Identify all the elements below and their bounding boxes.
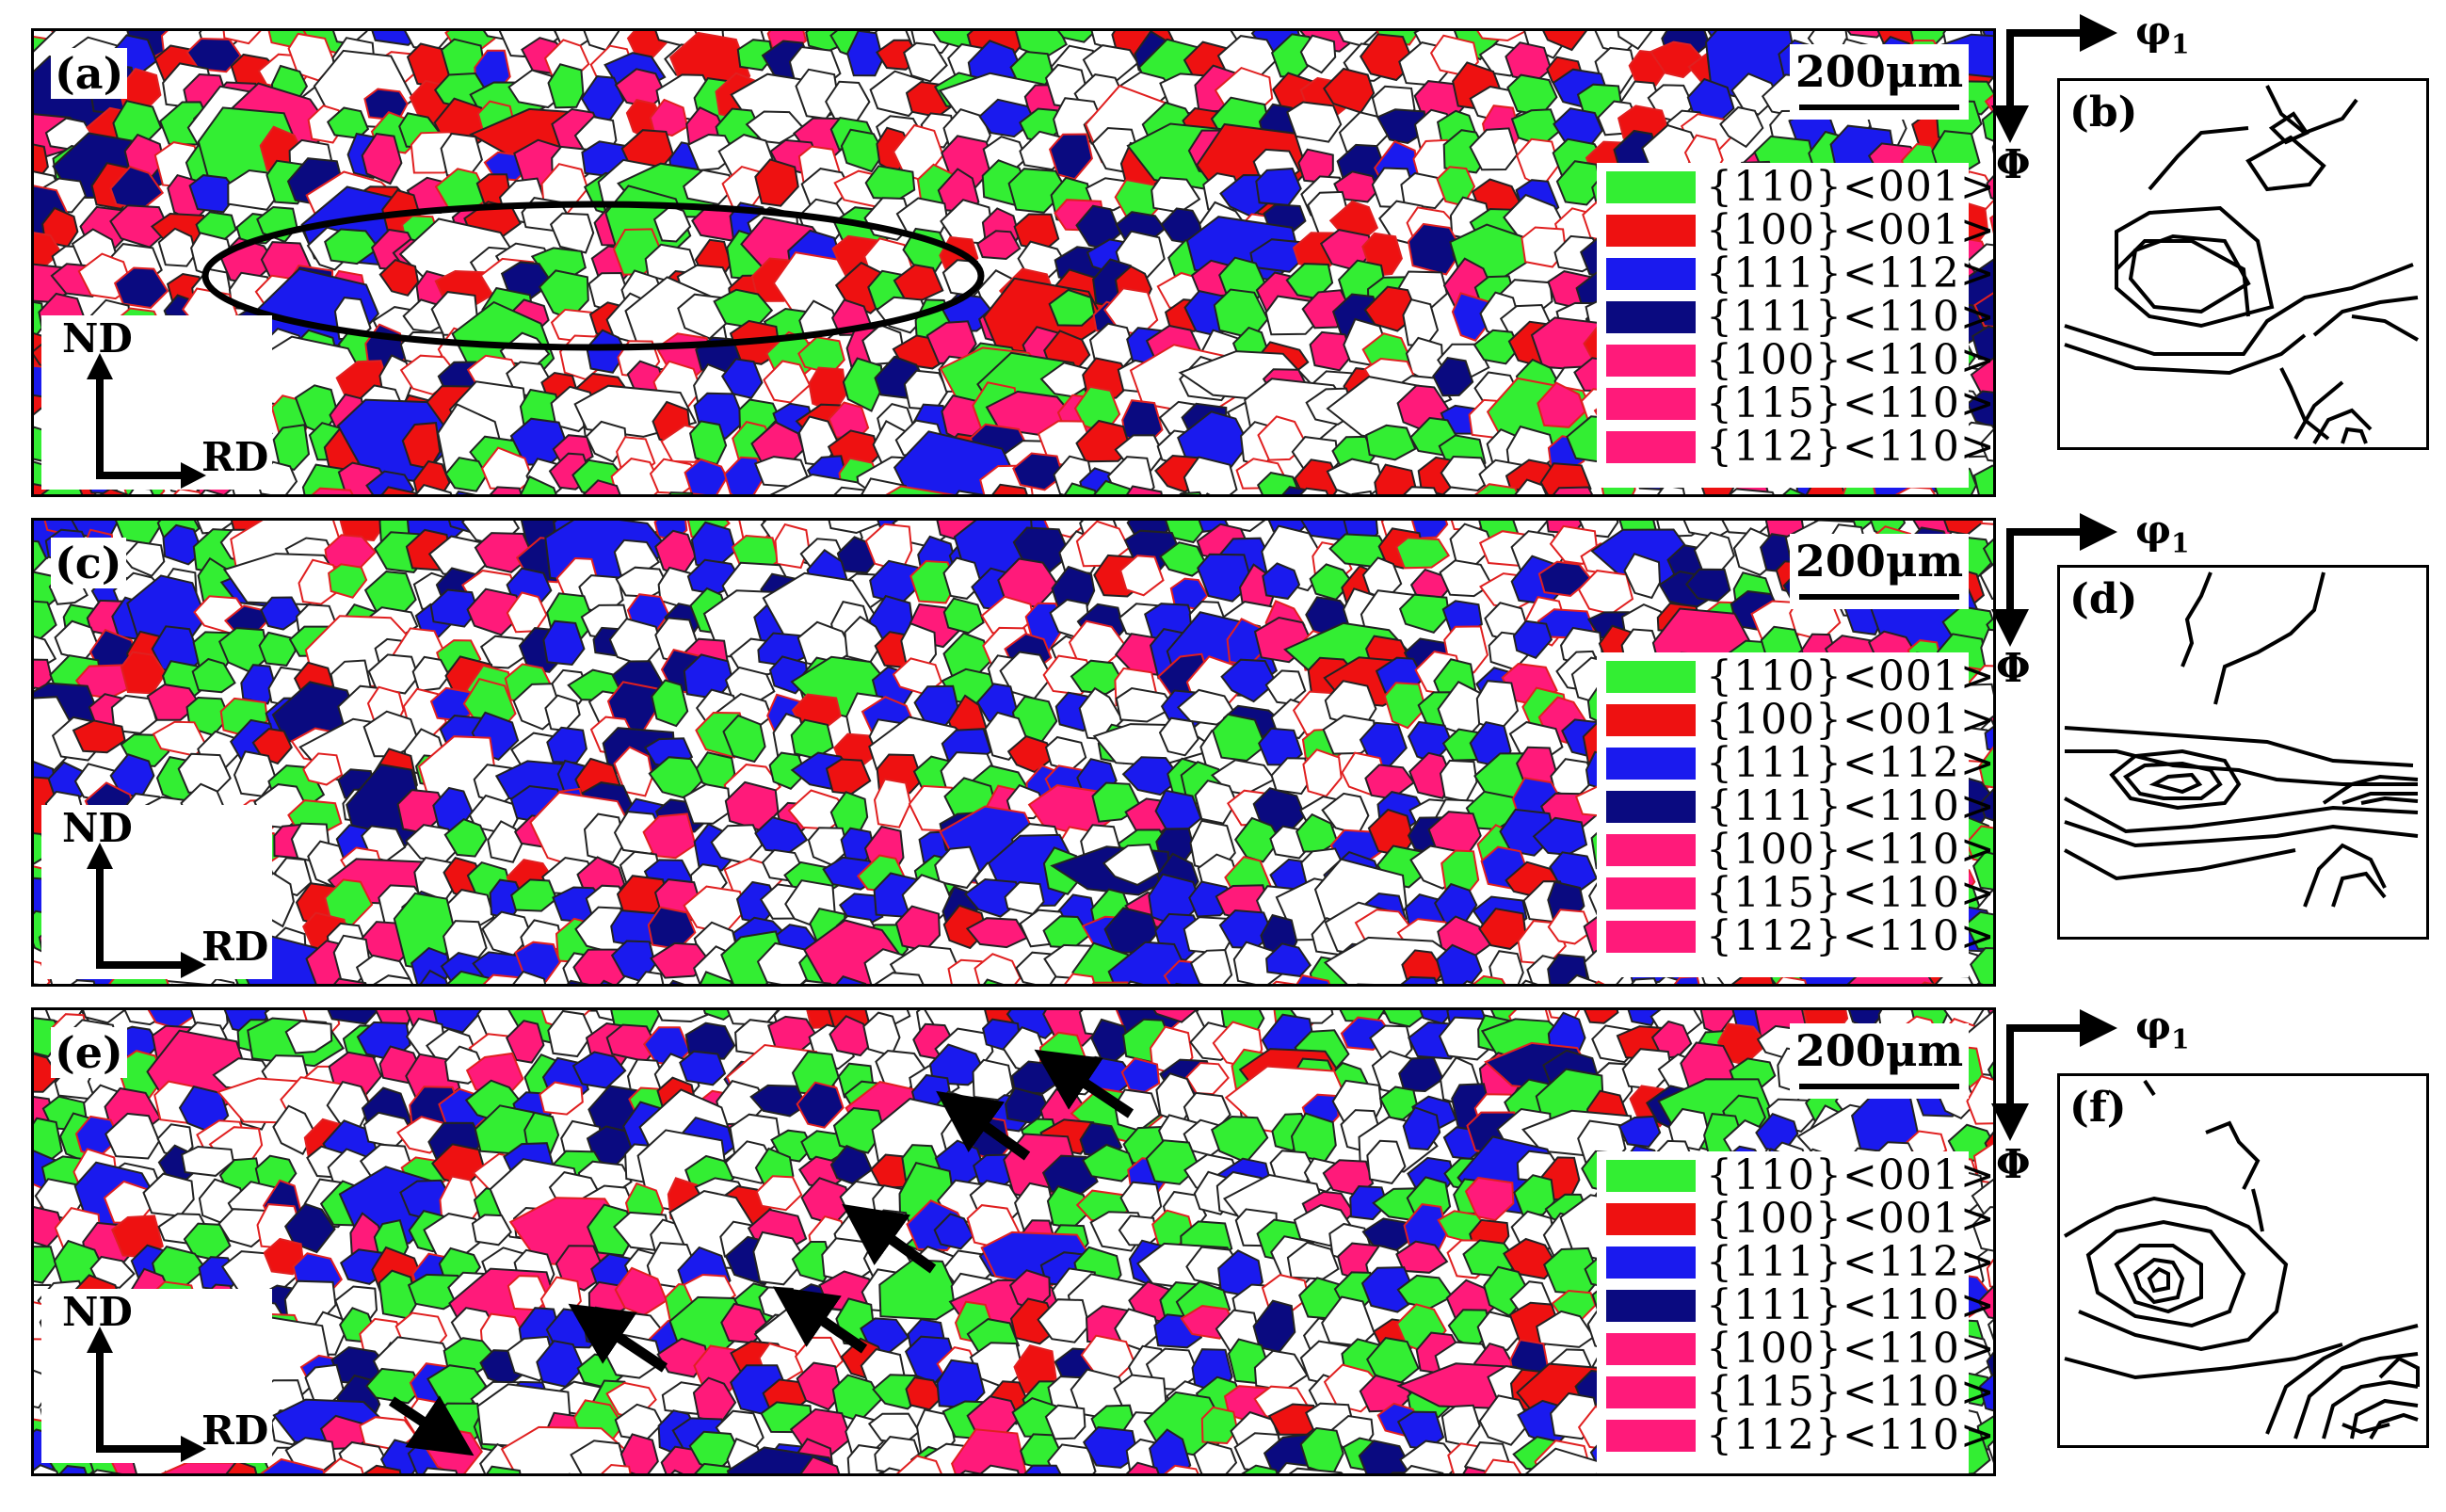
panel-label-e: (e) xyxy=(51,1027,127,1078)
legend-label: {111}<112> xyxy=(1706,739,1996,787)
legend-swatch xyxy=(1606,704,1696,736)
legend-label: {100}<001> xyxy=(1706,1195,1996,1243)
legend-label: {110}<001> xyxy=(1706,652,1996,700)
scale-bar-c: 200μm xyxy=(1790,534,1969,609)
legend-label: {110}<001> xyxy=(1706,1151,1996,1199)
nd-label: ND xyxy=(62,315,133,362)
legend-label: {110}<001> xyxy=(1706,163,1996,211)
axis-arrows-icon xyxy=(87,843,206,978)
legend-label: {111}<112> xyxy=(1706,1238,1996,1286)
legend-label: {100}<110> xyxy=(1706,826,1996,874)
legend-label: {100}<001> xyxy=(1706,696,1996,744)
nd-label: ND xyxy=(62,805,133,851)
arrow-icon xyxy=(388,1049,1134,1456)
odf-box-f: (f) xyxy=(2057,1073,2429,1448)
legend-a: {110}<001> {100}<001> {111}<112> {111}<110>… xyxy=(1597,163,1993,488)
odf-contours-d xyxy=(2064,571,2419,908)
odf-label-f: (f) xyxy=(2069,1084,2127,1132)
legend-label: {100}<110> xyxy=(1706,1325,1996,1373)
legend-swatch xyxy=(1606,834,1696,866)
legend-swatch xyxy=(1606,1376,1696,1408)
legend-label: {115}<110> xyxy=(1706,379,1996,427)
phi1-label-2: φ1 xyxy=(2135,507,2190,559)
scale-bar-e: 200μm xyxy=(1790,1023,1969,1099)
phi-label-1: Φ xyxy=(1996,141,2031,187)
legend-c: {110}<001> {100}<001> {111}<112> {111}<110>… xyxy=(1597,652,1993,977)
legend-e: {110}<001> {100}<001> {111}<112> {111}<110>… xyxy=(1597,1151,1993,1473)
ebsd-map-e: (e) 200μm {110}<001> {100}<001> {111}<112>… xyxy=(31,1007,1996,1476)
legend-swatch xyxy=(1606,791,1696,823)
ebsd-map-a: (a) 200μm {110}<001> {100}<001> {111}<112>… xyxy=(31,28,1996,497)
phi1-label-3: φ1 xyxy=(2135,1003,2190,1055)
legend-label: {112}<110> xyxy=(1706,1411,1996,1459)
legend-label: {111}<110> xyxy=(1706,293,1996,341)
legend-swatch xyxy=(1606,1160,1696,1192)
legend-swatch xyxy=(1606,301,1696,333)
legend-swatch xyxy=(1606,171,1696,203)
ebsd-map-c: (c) 200μm {110}<001> {100}<001> {111}<112>… xyxy=(31,518,1996,987)
nd-rd-axes-e: ND RD xyxy=(41,1289,272,1463)
legend-label: {111}<110> xyxy=(1706,1281,1996,1329)
legend-swatch xyxy=(1606,748,1696,780)
legend-label: {111}<110> xyxy=(1706,782,1996,830)
phi-label-3: Φ xyxy=(1996,1141,2031,1187)
panel-label-a: (a) xyxy=(51,48,128,99)
highlight-ellipse xyxy=(201,201,985,351)
nd-label: ND xyxy=(62,1289,133,1335)
scale-line-c xyxy=(1799,594,1959,600)
legend-swatch xyxy=(1606,345,1696,377)
rd-label: RD xyxy=(201,1407,269,1454)
odf-contours-f xyxy=(2063,1079,2420,1440)
phi-label-2: Φ xyxy=(1996,645,2031,691)
scale-text-c: 200μm xyxy=(1794,536,1964,587)
scale-line-a xyxy=(1799,105,1959,110)
axis-arrows-icon xyxy=(87,353,206,489)
legend-label: {112}<110> xyxy=(1706,912,1996,960)
legend-label: {112}<110> xyxy=(1706,423,1996,471)
legend-label: {115}<110> xyxy=(1706,1368,1996,1416)
odf-label-d: (d) xyxy=(2069,575,2138,623)
legend-label: {111}<112> xyxy=(1706,249,1996,298)
odf-box-b: (b) xyxy=(2057,78,2429,450)
legend-swatch xyxy=(1606,921,1696,953)
panel-label-c: (c) xyxy=(51,538,126,588)
nd-rd-axes-a: ND RD xyxy=(41,315,272,490)
odf-contours-b xyxy=(2064,85,2419,445)
legend-swatch xyxy=(1606,1247,1696,1279)
scale-text-a: 200μm xyxy=(1794,46,1964,97)
arrows-overlay xyxy=(388,1049,1134,1456)
nd-rd-axes-c: ND RD xyxy=(41,805,272,979)
legend-swatch xyxy=(1606,1290,1696,1322)
legend-swatch xyxy=(1606,431,1696,463)
legend-swatch xyxy=(1606,661,1696,693)
legend-label: {115}<110> xyxy=(1706,869,1996,917)
rd-label: RD xyxy=(201,924,269,970)
legend-label: {100}<001> xyxy=(1706,206,1996,254)
legend-label: {100}<110> xyxy=(1706,336,1996,384)
rd-label: RD xyxy=(201,434,269,480)
odf-box-d: (d) xyxy=(2057,565,2429,940)
legend-swatch xyxy=(1606,215,1696,247)
legend-swatch xyxy=(1606,1420,1696,1452)
legend-swatch xyxy=(1606,877,1696,909)
legend-swatch xyxy=(1606,1333,1696,1365)
legend-swatch xyxy=(1606,258,1696,290)
scale-bar-a: 200μm xyxy=(1790,44,1969,120)
legend-swatch xyxy=(1606,388,1696,420)
phi1-label-1: φ1 xyxy=(2135,8,2190,60)
legend-swatch xyxy=(1606,1203,1696,1235)
scale-text-e: 200μm xyxy=(1794,1025,1964,1076)
odf-label-b: (b) xyxy=(2069,88,2138,137)
axis-arrows-icon xyxy=(87,1327,206,1462)
scale-line-e xyxy=(1799,1084,1959,1089)
